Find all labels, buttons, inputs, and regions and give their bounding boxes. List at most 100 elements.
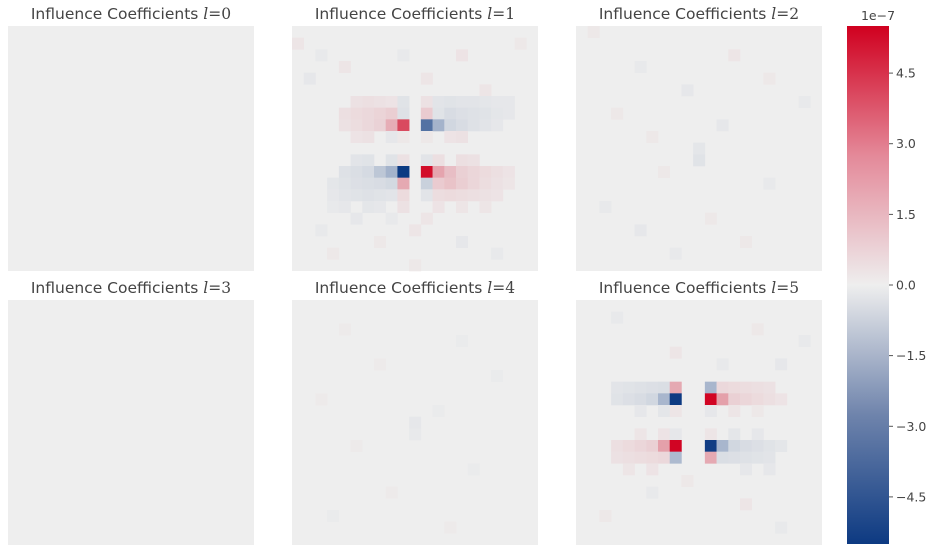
heatmap-cell (587, 26, 600, 38)
heatmap-cell (456, 189, 469, 202)
heatmap-cell (658, 405, 671, 417)
heatmap-cell (432, 154, 445, 167)
panel-title-number: 2 (789, 5, 799, 23)
heatmap-cell (397, 154, 410, 167)
heatmap-cell (362, 154, 375, 167)
heatmap-cell (634, 381, 647, 394)
heatmap-cell (634, 428, 647, 441)
heatmap-cell (669, 440, 682, 452)
heatmap-cell (397, 96, 410, 108)
heatmap-cell (728, 440, 741, 452)
heatmap-cell (350, 177, 363, 190)
heatmap-cell (502, 177, 515, 190)
colorbar-tick-label: −1.5 (896, 348, 926, 363)
panel-title-text: Influence Coefficients (599, 5, 771, 23)
heatmap-cell (491, 107, 504, 120)
heatmap-cell (338, 189, 351, 202)
heatmap-cell (491, 96, 504, 108)
heatmap-cell (763, 393, 776, 406)
colorbar-tick-label: 1.5 (896, 207, 916, 222)
heatmap-cell (338, 119, 351, 132)
panel-title-equals: = (776, 279, 789, 297)
heatmap-cell (740, 381, 753, 394)
heatmap-cell (327, 247, 340, 260)
heatmap-cell (432, 166, 445, 178)
heatmap-cell (315, 393, 328, 406)
panel-title: Influence Coefficients l=1 (315, 5, 515, 23)
heatmap-cell (798, 96, 811, 108)
heatmap-cell (646, 131, 659, 143)
heatmap-cell (728, 451, 741, 464)
heatmap-cell (751, 428, 764, 441)
heatmap-cell (420, 119, 433, 132)
heatmap-cell (467, 189, 480, 202)
heatmap-cell (374, 177, 387, 190)
heatmap-cell (397, 107, 410, 120)
heatmap-cell (740, 498, 753, 511)
panel-title-equals: = (776, 5, 789, 23)
heatmap-cell (420, 177, 433, 190)
heatmap-cell (338, 177, 351, 190)
heatmap-cell (611, 393, 624, 406)
heatmap-cell (374, 358, 387, 371)
heatmap-cell (751, 393, 764, 406)
heatmap-panel-4: Influence Coefficients l=4 (292, 279, 538, 545)
heatmap-cell (350, 154, 363, 167)
colorbar-tick-label: 0.0 (896, 278, 916, 293)
heatmap-cell (350, 131, 363, 143)
heatmap-cell (491, 166, 504, 178)
colorbar: 1e−7 4.5 3.0 1.5 0.0 −1.5 −3.0 −4.5 (847, 8, 926, 544)
heatmap-cell (420, 72, 433, 85)
heatmap-cell (658, 393, 671, 406)
heatmap-cell (646, 451, 659, 464)
heatmap-cell (385, 119, 398, 132)
heatmap-cell (374, 236, 387, 248)
heatmap-cell (740, 463, 753, 476)
heatmap-cell (634, 405, 647, 417)
heatmap-cell (611, 381, 624, 394)
heatmap-cell (479, 177, 492, 190)
heatmap-cell (338, 166, 351, 178)
heatmap-cell (444, 96, 457, 108)
heatmap-cell (716, 393, 729, 406)
heatmap-cell (775, 393, 788, 406)
panel-title-number: 0 (221, 5, 231, 23)
heatmap-cell (350, 119, 363, 132)
heatmap-cell (704, 393, 717, 406)
panel-title-equals: = (492, 279, 505, 297)
heatmap-cell (479, 96, 492, 108)
heatmap-cell (479, 166, 492, 178)
heatmap-cell (502, 166, 515, 178)
panel-title-variable: l (771, 279, 776, 297)
heatmap-panel-2: Influence Coefficients l=2 (576, 5, 822, 271)
heatmap-cell (763, 440, 776, 452)
heatmap-cell (646, 440, 659, 452)
heatmap-cell (467, 107, 480, 120)
panel-title-equals: = (208, 5, 221, 23)
heatmap-cell (350, 189, 363, 202)
heatmap-cell (704, 428, 717, 441)
heatmap-cell (704, 381, 717, 394)
heatmap-cell (658, 451, 671, 464)
heatmap-cell (420, 166, 433, 178)
heatmap-cell (622, 393, 635, 406)
panel-title: Influence Coefficients l=2 (599, 5, 799, 23)
heatmap-cell (728, 393, 741, 406)
heatmap-cell (467, 177, 480, 190)
heatmap-cell (327, 510, 340, 522)
heatmap-cell (634, 61, 647, 73)
heatmap-background (576, 300, 822, 545)
heatmap-cell (634, 224, 647, 237)
heatmap-cell (622, 463, 635, 476)
heatmap-cell (338, 323, 351, 336)
heatmap-cell (502, 96, 515, 108)
heatmap-cell (479, 119, 492, 132)
heatmap-cell (362, 107, 375, 120)
heatmap-cell (409, 259, 422, 272)
heatmap-cell (420, 96, 433, 108)
heatmap-cell (385, 212, 398, 225)
panel-title-equals: = (492, 5, 505, 23)
heatmap-cell (599, 201, 612, 213)
heatmap-cell (467, 463, 480, 476)
heatmap-cell (716, 381, 729, 394)
